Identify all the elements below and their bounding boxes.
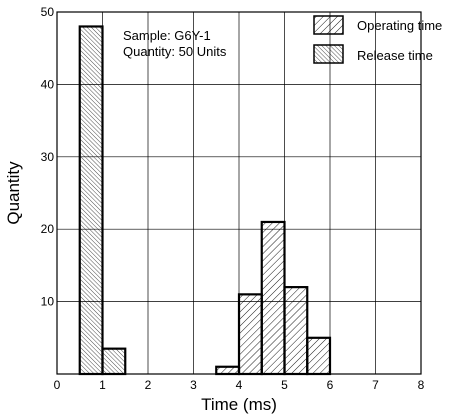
quantity-annotation: Quantity: 50 Units bbox=[123, 44, 227, 59]
bar-operating-time-2 bbox=[260, 220, 286, 376]
x-tick-label-5: 5 bbox=[281, 378, 288, 392]
bar-operating-time-0 bbox=[215, 365, 241, 376]
x-tick-label-6: 6 bbox=[327, 378, 334, 392]
x-tick-label-2: 2 bbox=[145, 378, 152, 392]
y-tick-label-2: 30 bbox=[41, 150, 55, 164]
y-tick-label-1: 20 bbox=[41, 222, 55, 236]
legend: Operating time Release time bbox=[313, 15, 442, 64]
y-tick-labels: 10 20 30 40 50 bbox=[41, 5, 55, 309]
x-tick-label-4: 4 bbox=[236, 378, 243, 392]
plot-frame bbox=[56, 11, 422, 375]
legend-swatch-operating bbox=[313, 15, 344, 35]
x-tick-label-1: 1 bbox=[99, 378, 106, 392]
y-tick-label-3: 40 bbox=[41, 77, 55, 91]
y-tick-label-0: 10 bbox=[41, 295, 55, 309]
x-axis-label: Time (ms) bbox=[201, 395, 277, 414]
sample-annotation: Sample: G6Y-1 bbox=[123, 28, 211, 43]
x-tick-label-3: 3 bbox=[190, 378, 197, 392]
bar-release-time-0 bbox=[78, 25, 104, 376]
bars bbox=[78, 25, 332, 376]
grid-lines bbox=[57, 12, 421, 374]
x-tick-label-8: 8 bbox=[418, 378, 425, 392]
bar-release-time-1 bbox=[101, 347, 127, 376]
legend-label-operating: Operating time bbox=[357, 18, 442, 33]
legend-swatch-release bbox=[313, 44, 344, 64]
x-tick-label-0: 0 bbox=[54, 378, 61, 392]
bar-operating-time-1 bbox=[237, 293, 263, 376]
y-axis-label: Quantity bbox=[4, 161, 23, 225]
bar-operating-time-3 bbox=[283, 286, 309, 376]
x-tick-labels: 0 1 2 3 4 5 6 7 8 bbox=[54, 378, 425, 392]
bar-operating-time-4 bbox=[306, 336, 332, 376]
legend-label-release: Release time bbox=[357, 48, 433, 63]
y-tick-label-4: 50 bbox=[41, 5, 55, 19]
x-tick-label-7: 7 bbox=[372, 378, 379, 392]
